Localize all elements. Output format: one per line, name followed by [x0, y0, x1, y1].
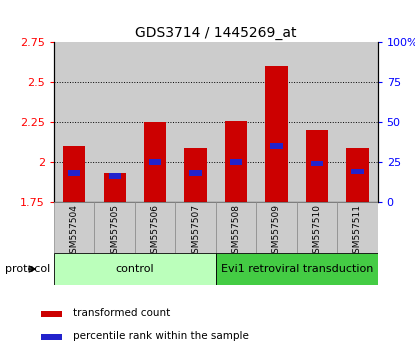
- Bar: [68, 170, 80, 176]
- Bar: [216, 253, 378, 285]
- Bar: [149, 159, 161, 165]
- Text: percentile rank within the sample: percentile rank within the sample: [73, 331, 249, 342]
- Bar: [297, 202, 337, 253]
- Bar: [216, 42, 256, 202]
- Bar: [184, 148, 207, 202]
- Text: GSM557511: GSM557511: [353, 204, 362, 259]
- Text: GSM557507: GSM557507: [191, 204, 200, 259]
- Bar: [225, 121, 247, 202]
- Bar: [176, 202, 216, 253]
- Bar: [271, 143, 283, 149]
- Text: GSM557506: GSM557506: [151, 204, 160, 259]
- Bar: [176, 42, 216, 202]
- Bar: [297, 42, 337, 202]
- Bar: [95, 42, 135, 202]
- Bar: [352, 169, 364, 175]
- Bar: [95, 202, 135, 253]
- Bar: [41, 311, 62, 316]
- Text: control: control: [115, 264, 154, 274]
- Bar: [54, 42, 95, 202]
- Bar: [103, 173, 126, 202]
- Text: protocol: protocol: [5, 264, 50, 274]
- Bar: [230, 159, 242, 165]
- Bar: [337, 202, 378, 253]
- Bar: [306, 130, 328, 202]
- Bar: [216, 202, 256, 253]
- Bar: [256, 202, 297, 253]
- Bar: [135, 42, 176, 202]
- Text: GSM557504: GSM557504: [70, 204, 79, 259]
- Text: GSM557508: GSM557508: [232, 204, 241, 259]
- Text: GSM557510: GSM557510: [312, 204, 322, 259]
- Text: transformed count: transformed count: [73, 308, 171, 318]
- Bar: [311, 161, 323, 166]
- Bar: [63, 146, 85, 202]
- Bar: [265, 67, 288, 202]
- Text: GSM557505: GSM557505: [110, 204, 119, 259]
- Bar: [41, 334, 62, 340]
- Bar: [256, 42, 297, 202]
- Text: GSM557509: GSM557509: [272, 204, 281, 259]
- Bar: [346, 148, 369, 202]
- Bar: [337, 42, 378, 202]
- Text: Evi1 retroviral transduction: Evi1 retroviral transduction: [220, 264, 373, 274]
- Bar: [54, 202, 95, 253]
- Bar: [190, 170, 202, 176]
- Bar: [54, 253, 216, 285]
- Bar: [135, 202, 176, 253]
- Title: GDS3714 / 1445269_at: GDS3714 / 1445269_at: [135, 26, 297, 40]
- Bar: [144, 122, 166, 202]
- Bar: [109, 173, 121, 179]
